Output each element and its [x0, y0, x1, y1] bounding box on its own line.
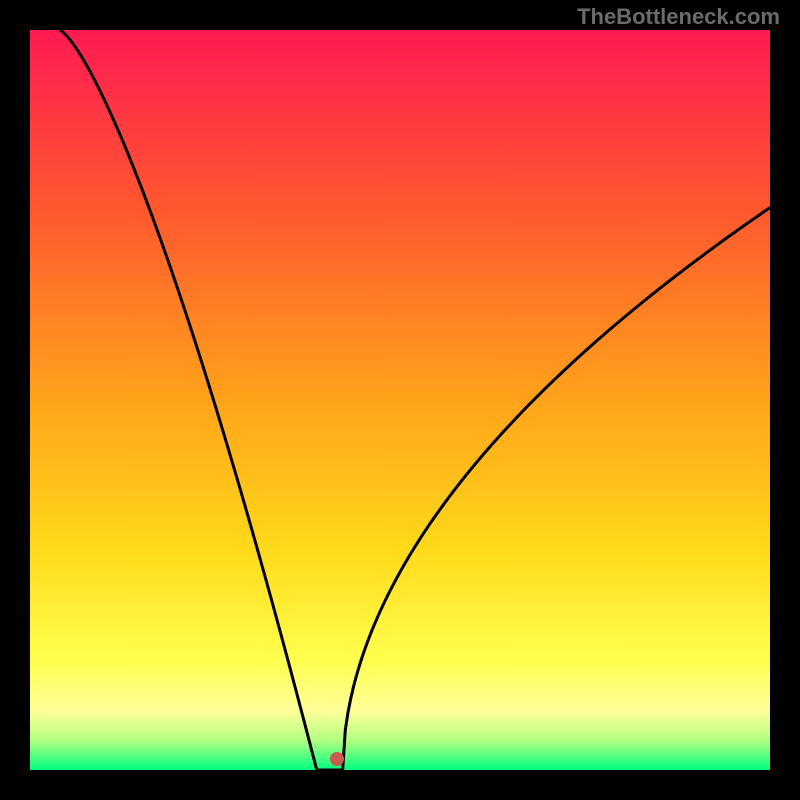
optimum-marker — [330, 752, 344, 766]
watermark-text: TheBottleneck.com — [577, 4, 780, 30]
curve-path — [60, 30, 770, 770]
bottleneck-curve — [30, 30, 770, 770]
bottleneck-chart — [30, 30, 770, 770]
